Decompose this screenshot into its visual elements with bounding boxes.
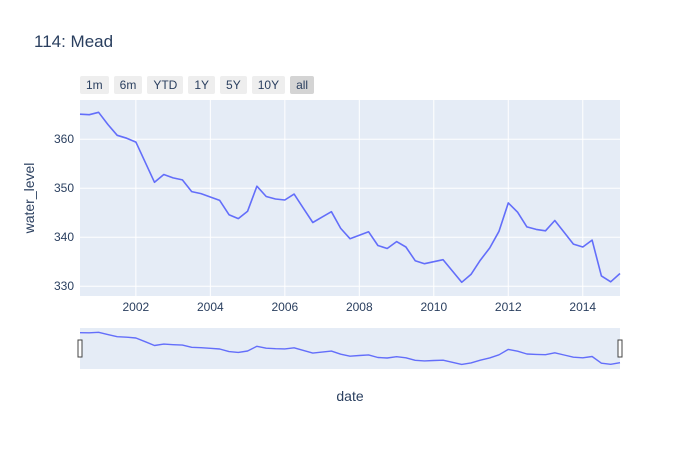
data-point[interactable] [113,131,121,139]
data-point[interactable] [532,225,540,233]
data-point[interactable] [337,224,345,232]
data-point[interactable] [523,223,531,231]
data-point[interactable] [383,244,391,252]
data-point[interactable] [588,236,596,244]
series-line [79,111,621,284]
data-point[interactable] [132,138,140,146]
x-tick-label: 2014 [569,300,596,314]
x-axis-title: date [336,388,363,404]
data-point[interactable] [216,196,224,204]
data-point[interactable] [299,204,307,212]
range-button-10y[interactable]: 10Y [251,76,286,94]
data-point[interactable] [486,244,494,252]
data-point[interactable] [95,108,103,116]
data-point[interactable] [597,272,605,280]
range-button-1y[interactable]: 1Y [188,76,216,94]
chart-title: 114: Mead [34,32,114,51]
data-point[interactable] [458,278,466,286]
data-point[interactable] [169,174,177,182]
data-point[interactable] [560,228,568,236]
range-slider-right-handle[interactable] [617,339,623,358]
data-point[interactable] [579,243,587,251]
data-point[interactable] [346,235,354,243]
data-point[interactable] [281,196,289,204]
data-point[interactable] [393,238,401,246]
data-point[interactable] [448,267,456,275]
data-point[interactable] [420,260,428,268]
data-point[interactable] [197,190,205,198]
data-point[interactable] [514,208,522,216]
x-tick-label: 2010 [420,300,447,314]
data-point[interactable] [244,207,252,215]
data-point[interactable] [467,270,475,278]
data-point[interactable] [504,199,512,207]
data-point[interactable] [290,190,298,198]
data-point[interactable] [411,257,419,265]
data-point[interactable] [365,228,373,236]
data-point[interactable] [430,258,438,266]
data-point[interactable] [402,243,410,251]
data-point[interactable] [569,240,577,248]
data-point[interactable] [76,110,84,118]
y-axis-title: water_level [21,163,37,235]
data-point[interactable] [225,211,233,219]
data-point[interactable] [160,170,168,178]
range-button-5y[interactable]: 5Y [220,76,247,94]
data-point[interactable] [318,213,326,221]
data-point[interactable] [206,193,214,201]
y-tick-label: 340 [54,230,74,244]
y-tick-label: 330 [54,279,74,293]
data-point[interactable] [309,219,317,227]
x-tick-label: 2008 [346,300,373,314]
range-slider-series-line [79,331,621,366]
data-point[interactable] [104,121,112,129]
data-point[interactable] [141,158,149,166]
data-point[interactable] [439,256,447,264]
range-button-1m[interactable]: 1m [80,76,109,94]
y-tick-label: 350 [54,181,74,195]
data-point[interactable] [374,242,382,250]
x-tick-label: 2012 [495,300,522,314]
range-button-ytd[interactable]: YTD [147,76,184,94]
range-selector: 1m 6m YTD 1Y 5Y 10Y all [80,76,315,94]
data-point[interactable] [150,178,158,186]
range-button-all[interactable]: all [290,76,315,94]
data-point[interactable] [476,256,484,264]
data-point[interactable] [327,208,335,216]
data-point[interactable] [123,134,131,142]
range-button-6m[interactable]: 6m [113,76,143,94]
data-point[interactable] [607,278,615,286]
x-tick-label: 2002 [123,300,150,314]
data-point[interactable] [542,227,550,235]
data-point[interactable] [551,217,559,225]
y-tick-label: 360 [54,132,74,146]
data-point[interactable] [355,231,363,239]
data-point[interactable] [85,111,93,119]
data-point[interactable] [495,227,503,235]
data-point[interactable] [616,269,624,277]
data-point[interactable] [188,188,196,196]
data-point[interactable] [253,182,261,190]
data-point[interactable] [178,176,186,184]
x-tick-label: 2004 [197,300,224,314]
data-point[interactable] [234,215,242,223]
x-tick-label: 2006 [271,300,298,314]
range-slider-left-handle[interactable] [77,339,83,358]
data-point[interactable] [272,195,280,203]
data-point[interactable] [262,193,270,201]
range-slider[interactable] [80,328,620,369]
plot-area [80,100,620,296]
